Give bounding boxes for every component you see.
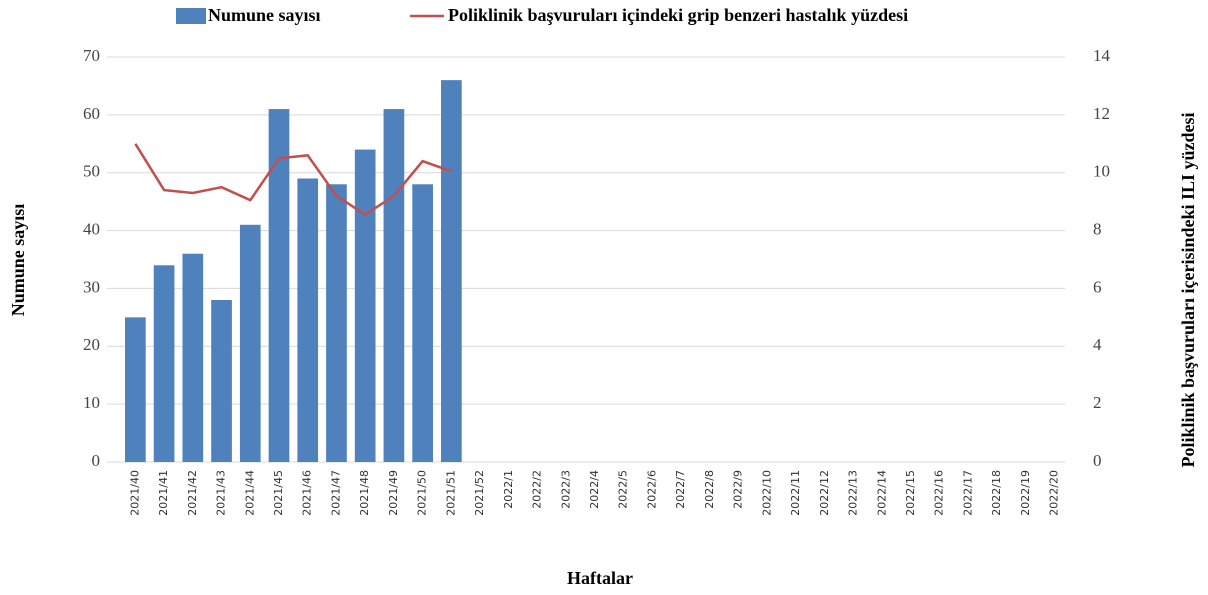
y-axis-label: Numune sayısı xyxy=(8,204,28,317)
y-tick-label: 70 xyxy=(83,46,100,65)
legend-swatch xyxy=(176,8,206,24)
x-tick-label: 2022/7 xyxy=(674,470,687,509)
bar xyxy=(125,317,146,462)
y-tick-label: 60 xyxy=(83,104,100,123)
x-tick-label: 2021/42 xyxy=(186,470,199,516)
x-tick-label: 2022/5 xyxy=(617,470,630,509)
y2-tick-label: 12 xyxy=(1093,104,1110,123)
y2-axis-label: Poliklinik başvuruları içerisindeki ILI … xyxy=(1178,112,1198,467)
x-tick-label: 2022/16 xyxy=(933,470,946,516)
x-tick-label: 2022/3 xyxy=(559,470,572,509)
x-tick-label: 2021/45 xyxy=(272,470,285,516)
bar xyxy=(268,109,290,463)
y-tick-label: 20 xyxy=(83,335,100,354)
x-tick-label: 2021/43 xyxy=(215,470,228,516)
bar xyxy=(239,224,261,462)
x-tick-label: 2022/10 xyxy=(760,470,773,516)
y2-tick-label: 4 xyxy=(1093,335,1102,354)
y2-tick-label: 8 xyxy=(1093,219,1102,238)
x-tick-label: 2022/2 xyxy=(531,470,544,509)
x-tick-label: 2021/40 xyxy=(128,470,141,516)
bar xyxy=(354,149,376,463)
x-tick-label: 2022/9 xyxy=(732,470,745,509)
bar xyxy=(211,300,232,462)
x-tick-label: 2021/51 xyxy=(444,470,457,516)
y-tick-label: 0 xyxy=(92,451,101,470)
legend-label: Numune sayısı xyxy=(208,5,321,25)
bar xyxy=(441,80,462,463)
x-tick-label: 2022/12 xyxy=(818,470,831,516)
x-tick-label: 2021/46 xyxy=(301,470,314,516)
x-tick-label: 2021/49 xyxy=(387,470,400,516)
bar xyxy=(297,178,319,462)
y2-tick-label: 14 xyxy=(1093,46,1111,65)
x-tick-label: 2022/14 xyxy=(875,470,888,516)
y-tick-label: 50 xyxy=(83,162,100,181)
bar xyxy=(326,184,347,463)
x-tick-label: 2022/20 xyxy=(1048,470,1061,516)
x-tick-label: 2022/18 xyxy=(990,470,1003,516)
bar xyxy=(383,109,405,463)
x-axis-label: Haftalar xyxy=(567,568,633,588)
bar xyxy=(182,253,204,462)
line xyxy=(134,143,452,217)
y2-tick-label: 0 xyxy=(1093,451,1102,470)
x-tick-label: 2022/19 xyxy=(1019,470,1032,516)
legend-label: Poliklinik başvuruları içindeki grip ben… xyxy=(448,5,908,25)
x-tick-label: 2022/1 xyxy=(502,470,515,509)
y2-tick-label: 2 xyxy=(1093,393,1102,412)
x-tick-label: 2021/44 xyxy=(243,470,256,516)
x-tick-label: 2021/52 xyxy=(473,470,486,516)
x-tick-label: 2022/15 xyxy=(904,470,917,516)
x-tick-label: 2021/41 xyxy=(157,470,170,516)
bar xyxy=(153,265,175,462)
x-tick-label: 2021/48 xyxy=(358,470,371,516)
x-tick-label: 2022/17 xyxy=(961,470,974,516)
x-tick-label: 2022/13 xyxy=(847,470,860,516)
x-tick-label: 2022/11 xyxy=(789,470,802,516)
bar xyxy=(412,184,433,463)
x-tick-label: 2021/47 xyxy=(329,470,342,516)
y-tick-label: 10 xyxy=(83,393,100,412)
x-tick-label: 2022/6 xyxy=(645,470,658,509)
y-tick-label: 30 xyxy=(83,277,100,296)
x-tick-label: 2021/50 xyxy=(416,470,429,516)
x-tick-label: 2022/8 xyxy=(703,470,716,509)
y-tick-label: 40 xyxy=(83,219,100,238)
x-tick-label: 2022/4 xyxy=(588,470,601,509)
y2-tick-label: 6 xyxy=(1093,277,1102,296)
y2-tick-label: 10 xyxy=(1093,162,1110,181)
